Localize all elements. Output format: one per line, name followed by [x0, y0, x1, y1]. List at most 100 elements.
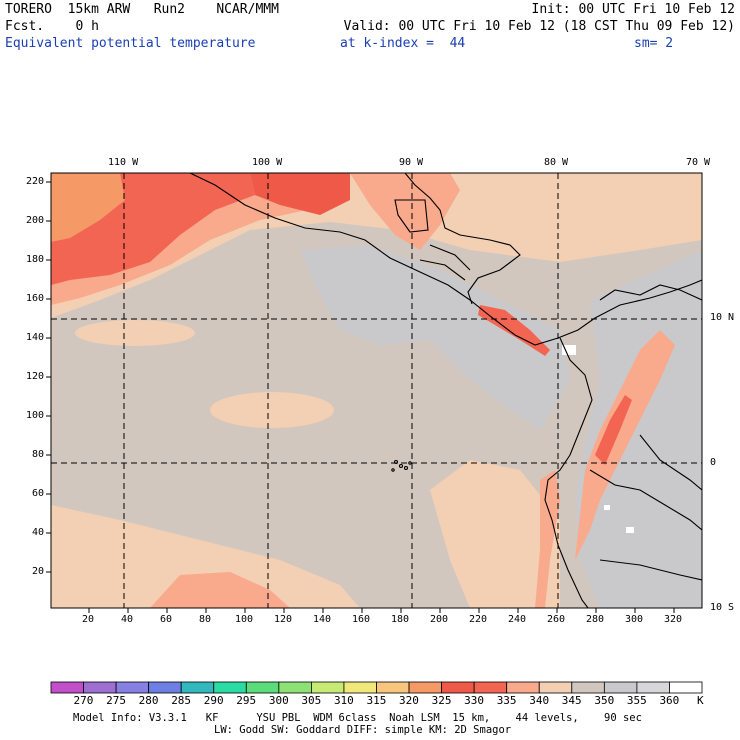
- y-tick: 80: [32, 449, 45, 460]
- andes-warm: [575, 330, 675, 560]
- colorbar-swatch: [636, 681, 670, 694]
- white-spot: [562, 345, 576, 355]
- colorbar-swatch: [310, 681, 345, 694]
- smoothing-label: sm= 2: [634, 36, 674, 51]
- y-tick: 220: [26, 176, 45, 187]
- frame-ticks: [46, 181, 675, 613]
- colorbar-swatch: [245, 681, 280, 694]
- model-info: Model Info: V3.3.1 KF YSU PBL WDM 6class…: [73, 712, 642, 724]
- colorbar-label: 270: [73, 694, 94, 707]
- warm-band-south: [51, 505, 360, 608]
- colorbar-label: 300: [268, 694, 289, 707]
- colorbar-swatch: [506, 681, 540, 694]
- x-tick: 140: [313, 614, 332, 625]
- hot-mexico-coast: [250, 173, 350, 215]
- warm-northwest: [51, 173, 330, 305]
- colorbar-label: 345: [561, 694, 582, 707]
- lon-label-100w: 100 W: [252, 157, 283, 168]
- colorbar-label: 280: [138, 694, 159, 707]
- colorbar-swatch: [83, 681, 117, 694]
- y-tick: 140: [26, 332, 45, 343]
- y-tick: 40: [32, 527, 45, 538]
- colorbar-label: 320: [399, 694, 419, 707]
- cool-region-south-america: [575, 250, 702, 608]
- init-time: Init: 00 UTC Fri 10 Feb 12: [531, 2, 736, 17]
- colorbar-swatch: [180, 681, 215, 694]
- x-tick: 240: [508, 614, 527, 625]
- colorbar-label: 325: [431, 694, 452, 707]
- white-spot: [626, 527, 634, 533]
- x-tick: 320: [664, 614, 683, 625]
- colorbar-label: 285: [171, 694, 192, 707]
- hot-northwest: [51, 173, 255, 285]
- colorbar-label: 310: [333, 694, 354, 707]
- y-tick: 120: [26, 371, 45, 382]
- warm-blob-mid: [210, 392, 334, 428]
- x-tick: 60: [160, 614, 173, 625]
- colorbar-unit: K: [697, 694, 704, 707]
- x-tick: 280: [586, 614, 605, 625]
- colorbar-swatch: [603, 681, 638, 694]
- white-spot: [604, 505, 610, 510]
- colorbar-swatch: [115, 681, 150, 694]
- warm-eq-plume: [430, 460, 560, 608]
- colorbar-swatch: [441, 681, 475, 694]
- field-name: Equivalent potential temperature: [5, 36, 256, 51]
- lat-label-10n: 10 N: [710, 312, 735, 323]
- colorbar-label: 295: [236, 694, 257, 707]
- colorbar-label: 340: [529, 694, 550, 707]
- x-tick: 300: [625, 614, 644, 625]
- x-tick: 200: [430, 614, 449, 625]
- warm-central-america: [350, 173, 460, 250]
- colorbar-label: 305: [301, 694, 322, 707]
- y-tick: 100: [26, 410, 45, 421]
- colorbar-swatch: [343, 681, 377, 694]
- y-tick: 180: [26, 254, 45, 265]
- physics-info: LW: Godd SW: Goddard DIFF: simple KM: 2D…: [214, 724, 512, 736]
- k-index-label: at k-index = 44: [340, 36, 466, 51]
- lon-label-80w: 80 W: [544, 157, 569, 168]
- colorbar-swatch: [50, 681, 84, 694]
- warm-band-north: [51, 173, 702, 318]
- x-tick: 220: [469, 614, 488, 625]
- colorbar-label: 355: [626, 694, 647, 707]
- orange-northwest: [51, 173, 125, 242]
- coastlines: [189, 173, 702, 608]
- lon-label-110w: 110 W: [108, 157, 139, 168]
- ocean-background: [51, 173, 702, 608]
- valid-time: Valid: 00 UTC Fri 10 Feb 12 (18 CST Thu …: [343, 19, 735, 34]
- colorbar-swatch: [538, 681, 573, 694]
- colorbar-label: 275: [106, 694, 126, 707]
- costa-rica-hot: [478, 305, 550, 356]
- y-tick: 60: [32, 488, 45, 499]
- colorbar-swatch: [571, 681, 605, 694]
- x-tick: 80: [199, 614, 212, 625]
- andes-hot: [595, 395, 632, 465]
- warm-southwest: [150, 572, 290, 608]
- coast-warm-strip: [535, 470, 560, 608]
- lon-label-90w: 90 W: [399, 157, 424, 168]
- colorbar-label: 335: [496, 694, 517, 707]
- colorbar-swatch: [278, 681, 312, 694]
- colorbar-swatch: [408, 681, 442, 694]
- lon-label-70w: 70 W: [686, 157, 711, 168]
- colorbar-label: 360: [659, 694, 680, 707]
- colorbar-label: 315: [366, 694, 387, 707]
- graticule: [51, 173, 702, 608]
- colorbar-label: 330: [464, 694, 485, 707]
- model-title: TORERO 15km ARW Run2 NCAR/MMM: [5, 2, 279, 17]
- warm-blob-west: [75, 320, 195, 346]
- x-tick: 160: [352, 614, 371, 625]
- colorbar-swatch: [669, 681, 703, 694]
- x-tick: 40: [121, 614, 134, 625]
- colorbar-swatch: [473, 681, 508, 694]
- cool-region-pacific: [300, 245, 570, 430]
- forecast-hour: Fcst. 0 h: [5, 19, 99, 34]
- lat-label-10s: 10 S: [710, 602, 735, 613]
- x-tick: 260: [547, 614, 566, 625]
- y-tick: 20: [32, 566, 45, 577]
- colorbar-label: 290: [203, 694, 224, 707]
- y-tick: 200: [26, 215, 45, 226]
- y-tick: 160: [26, 293, 45, 304]
